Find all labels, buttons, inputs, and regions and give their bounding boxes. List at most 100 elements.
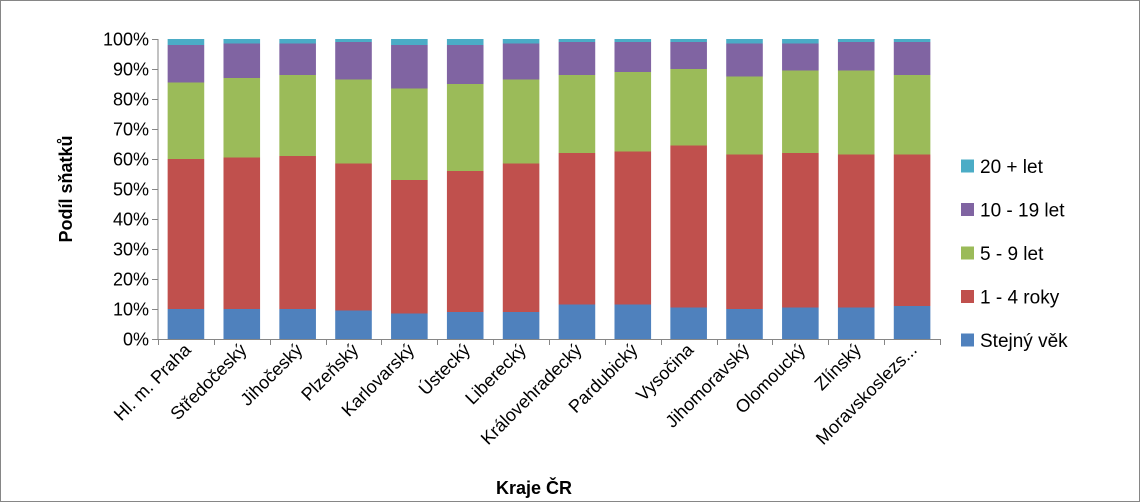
legend-label: 1 - 4 roky — [980, 288, 1060, 309]
bar-segment — [391, 39, 428, 45]
bar-stack — [391, 39, 428, 339]
legend-item: 1 - 4 roky — [961, 288, 1060, 309]
bar-segment — [893, 42, 931, 75]
bar-segment — [391, 180, 428, 314]
bar-segment — [558, 75, 596, 153]
bar-segment — [726, 43, 763, 77]
bar-segment — [335, 39, 372, 42]
plot-area — [167, 39, 931, 339]
bar-segment — [670, 307, 707, 339]
bar-segment — [837, 307, 875, 339]
bar-segment — [893, 306, 931, 339]
legend-label: 5 - 9 let — [980, 244, 1044, 265]
bar-segment — [223, 78, 261, 158]
legend-item: 5 - 9 let — [961, 244, 1044, 265]
bar-segment — [167, 82, 205, 159]
legend-item: Stejný věk — [961, 331, 1068, 352]
bar-segment — [335, 42, 372, 80]
x-axis-title: Kraje ČR — [496, 477, 572, 498]
bar-segment — [502, 39, 540, 44]
bar-segment — [446, 39, 484, 45]
bar-segment — [502, 79, 540, 164]
bar-segment — [782, 307, 819, 339]
bar-segment — [279, 39, 316, 44]
bar-segment — [670, 39, 707, 42]
bar-stack — [502, 39, 540, 339]
bar-segment — [446, 171, 484, 312]
bar-segment — [782, 43, 819, 71]
bar-stack — [614, 39, 652, 339]
bar-segment — [837, 70, 875, 155]
bar-segment — [614, 39, 652, 42]
legend-label: 20 + let — [980, 157, 1044, 178]
bar-segment — [446, 45, 484, 84]
bar-segment — [782, 70, 819, 153]
y-tick-label: 80% — [113, 90, 149, 110]
bar-stack — [558, 39, 596, 339]
bar-stack — [167, 39, 205, 339]
bar-segment — [726, 309, 763, 339]
bar-segment — [279, 75, 316, 156]
legend-label: Stejný věk — [980, 331, 1068, 352]
y-tick-label: 60% — [113, 150, 149, 170]
bar-segment — [837, 39, 875, 42]
bar-segment — [391, 313, 428, 339]
bar-segment — [167, 39, 205, 45]
bar-segment — [558, 42, 596, 75]
bar-stack — [446, 39, 484, 339]
y-tick-label: 70% — [113, 120, 149, 140]
bar-segment — [893, 75, 931, 155]
bar-stack — [837, 39, 875, 339]
y-tick-label: 0% — [123, 330, 149, 350]
bar-segment — [391, 88, 428, 180]
y-tick-label: 40% — [113, 210, 149, 230]
bar-segment — [614, 42, 652, 72]
bar-segment — [223, 43, 261, 78]
bar-segment — [837, 42, 875, 71]
bar-segment — [446, 312, 484, 339]
bar-stack — [223, 39, 261, 339]
y-tick-label: 10% — [113, 300, 149, 320]
bar-segment — [670, 69, 707, 146]
bar-segment — [335, 310, 372, 339]
bar-segment — [502, 43, 540, 80]
bar-segment — [614, 304, 652, 339]
y-tick-label: 90% — [113, 60, 149, 80]
bar-segment — [446, 84, 484, 171]
bar-segment — [726, 39, 763, 44]
bar-segment — [167, 45, 205, 83]
bar-segment — [726, 154, 763, 309]
bar-segment — [279, 43, 316, 75]
bar-stack — [279, 39, 316, 339]
y-tick-label: 50% — [113, 180, 149, 200]
bar-segment — [279, 309, 316, 339]
y-tick-label: 100% — [103, 30, 149, 50]
bar-segment — [893, 154, 931, 306]
bar-segment — [335, 79, 372, 164]
legend-swatch — [961, 246, 974, 260]
bar-segment — [614, 151, 652, 305]
bar-stack — [893, 39, 931, 339]
y-axis-title: Podíl sňatků — [56, 135, 76, 242]
bar-segment — [167, 309, 205, 339]
bar-segment — [558, 39, 596, 42]
bar-stack — [726, 39, 763, 339]
legend: 20 + let 10 - 19 let 5 - 9 let 1 - 4 roky St… — [961, 157, 1068, 352]
bar-segment — [167, 159, 205, 309]
bar-segment — [558, 153, 596, 305]
bar-segment — [670, 145, 707, 308]
bar-segment — [335, 163, 372, 311]
bar-segment — [670, 42, 707, 69]
bar-segment — [223, 39, 261, 44]
y-tick-label: 20% — [113, 270, 149, 290]
bar-segment — [223, 309, 261, 339]
bar-segment — [279, 156, 316, 309]
bar-segment — [391, 45, 428, 89]
bar-segment — [614, 72, 652, 152]
bar-segment — [893, 39, 931, 42]
bar-segment — [223, 157, 261, 309]
legend-label: 10 - 19 let — [980, 201, 1065, 222]
bar-segment — [782, 153, 819, 308]
bar-stack — [782, 39, 819, 339]
